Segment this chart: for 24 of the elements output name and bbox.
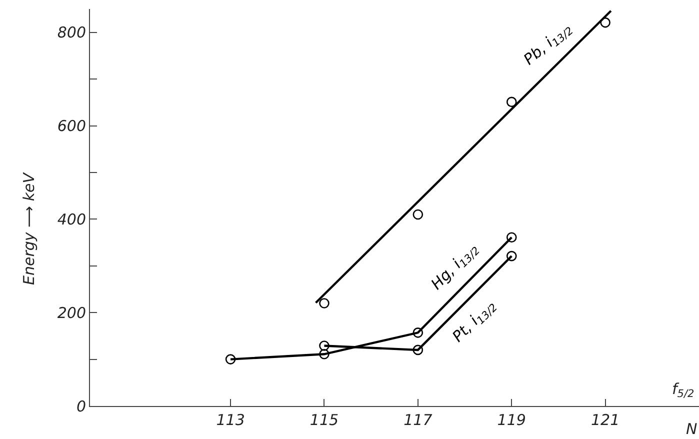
point [506,250,517,262]
point [225,354,236,364]
x-tick-label: 117 [404,411,433,429]
point [506,232,517,243]
point [412,344,424,356]
annotation: f$_{5/2}$ [672,380,694,400]
point [319,298,330,308]
y-axis-title: Energy ⟶ keV [20,171,38,285]
y-tick-label: 800 [57,24,86,42]
y-tick-label: 0 [76,397,86,416]
x-tick-label: 121 [590,411,620,429]
point [412,209,424,220]
point [506,96,517,108]
x-tick-label: 113 [216,411,245,429]
x-tick-label: 119 [497,411,526,429]
point [319,349,330,360]
x-axis-title: N [686,420,698,438]
y-tick-label: 400 [57,210,86,228]
y-tick-label: 600 [57,117,86,136]
y-tick-label: 200 [57,304,86,322]
x-tick-label: 115 [310,411,339,429]
point [319,340,330,351]
point [412,328,424,338]
point [600,17,610,28]
